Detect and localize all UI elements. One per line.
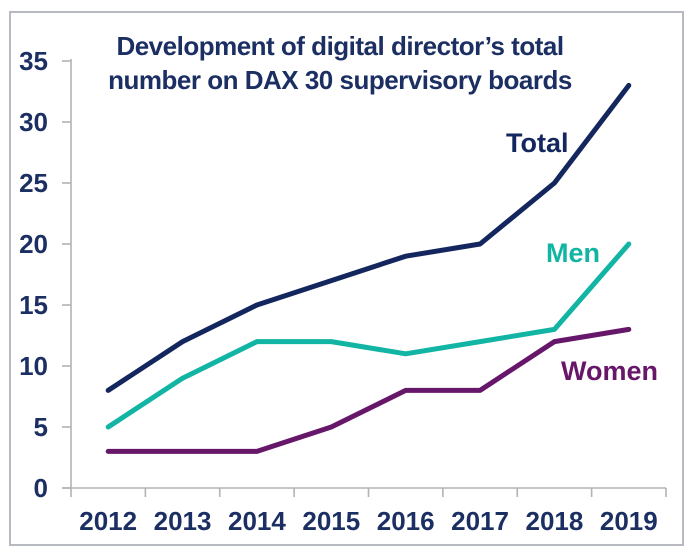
series-label-men: Men (546, 238, 600, 268)
chart-title-line-1: Development of digital director’s total (116, 31, 564, 61)
y-tick-label-25: 25 (19, 168, 48, 198)
y-tick-label-5: 5 (33, 412, 48, 442)
y-tick-label-35: 35 (19, 46, 48, 76)
y-tick-label-10: 10 (19, 351, 48, 381)
series-line-women (105, 326, 632, 454)
chart-frame (9, 11, 684, 546)
x-tick-label-2013: 2013 (153, 506, 212, 536)
series-label-total: Total (506, 128, 569, 158)
x-tick-label-2014: 2014 (228, 506, 286, 536)
series-line-men (105, 241, 632, 430)
series-label-women: Women (561, 356, 659, 386)
y-tick-label-20: 20 (19, 229, 48, 259)
x-tick-label-2016: 2016 (376, 506, 435, 536)
y-tick-label-15: 15 (19, 290, 48, 320)
x-tick-label-2019: 2019 (599, 506, 658, 536)
chart-title: Development of digital director’s total … (60, 29, 620, 97)
y-tick-label-30: 30 (19, 107, 48, 137)
x-tick-label-2015: 2015 (302, 506, 361, 536)
x-tick-label-2018: 2018 (525, 506, 584, 536)
y-tick-label-0: 0 (33, 473, 48, 503)
series-line-total (105, 82, 632, 393)
x-tick-label-2012: 2012 (79, 506, 138, 536)
x-tick-label-2017: 2017 (451, 506, 509, 536)
chart-title-line-2: number on DAX 30 supervisory boards (108, 65, 572, 95)
